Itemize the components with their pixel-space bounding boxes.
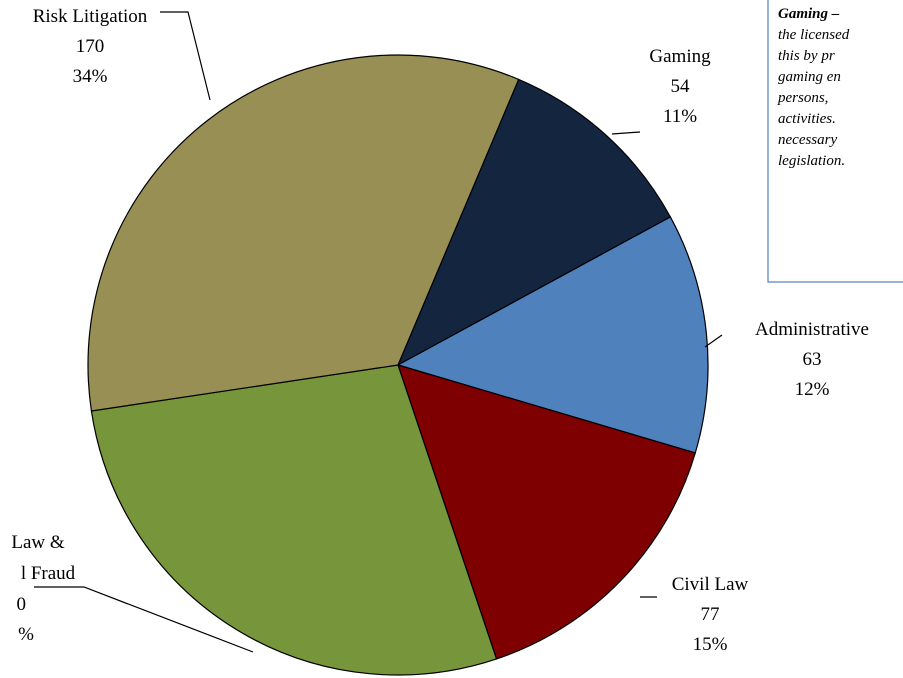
note-line: this by pr [778,48,835,64]
note-line: necessary [778,132,837,148]
slice-percent: % [18,624,34,645]
leader-line [34,586,254,653]
note-box [767,0,903,283]
note-line: persons, [777,90,828,106]
slice-count: 77 [701,604,720,625]
slice-percent: 11% [663,106,697,127]
slice-label: Law & l Fraud [11,532,75,584]
slice-label: Risk Litigation [33,6,148,27]
leader-lines [34,11,723,653]
slice-count: 170 [76,36,105,57]
note-line: gaming en [778,69,841,85]
pie-slice [396,216,709,454]
note-line: the licensed [778,27,850,43]
leader-line [160,11,211,101]
pie [87,54,709,676]
note: Gaming – the licensed this by pr gaming en p… [777,6,850,169]
leader-line [611,131,641,135]
note-line: Gaming – [778,6,840,22]
slice-count: 63 [803,349,822,370]
slice-percent: 12% [795,379,830,400]
pie-slice [90,364,498,676]
slice-count: 0 [17,594,27,615]
leader-line [704,334,723,348]
slice-count: 54 [671,76,691,97]
slice-label: Civil Law [672,574,749,595]
pie-slice [396,78,672,367]
slice-percent: 34% [73,66,108,87]
slice-label: Gaming [649,46,711,67]
labels: Gaming 54 11% Administrative 63 12% Civil Law 7… [11,6,869,655]
pie-slice [87,54,520,412]
note-line: activities. [778,111,836,127]
slice-label: Administrative [755,319,869,340]
slice-percent: 15% [693,634,728,655]
note-line: legislation. [778,153,845,169]
